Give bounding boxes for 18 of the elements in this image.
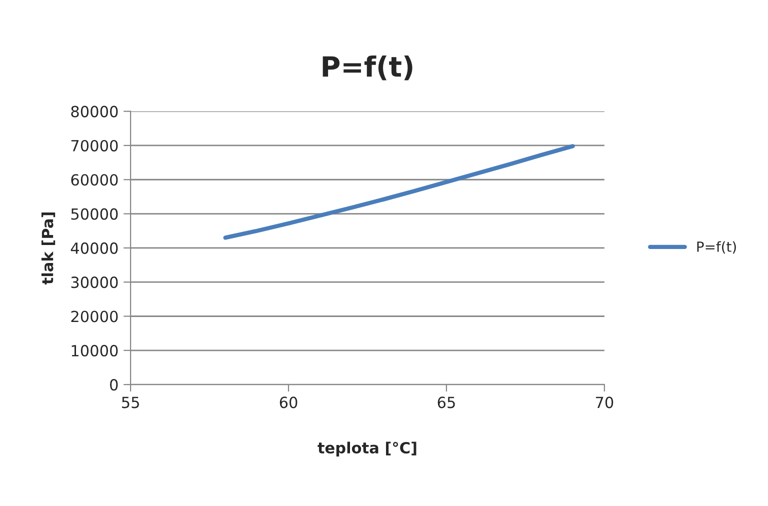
x-tick-label: 55 xyxy=(122,396,139,408)
y-axis-title: tlak [Pa] xyxy=(41,212,56,284)
legend-label: P=f(t) xyxy=(697,241,736,254)
x-tick-label: 60 xyxy=(280,396,298,408)
line-series xyxy=(223,144,575,240)
y-tick-label: 10000 xyxy=(72,344,118,356)
x-axis-title: teplota [°C] xyxy=(318,442,416,456)
y-tick-label: 30000 xyxy=(71,276,118,288)
y-tick-label: 20000 xyxy=(71,310,118,322)
y-tick-label: 40000 xyxy=(70,242,118,254)
x-tick-label: 65 xyxy=(438,396,455,408)
y-tick-label: 50000 xyxy=(71,208,118,220)
x-tick-label: 70 xyxy=(596,396,614,408)
y-tick-label: 80000 xyxy=(71,106,118,118)
y-tick-label: 60000 xyxy=(71,174,118,186)
y-tick-label: 0 xyxy=(110,379,118,391)
chart-title: P=f(t) xyxy=(322,55,412,80)
y-tick-label: 70000 xyxy=(71,140,118,152)
